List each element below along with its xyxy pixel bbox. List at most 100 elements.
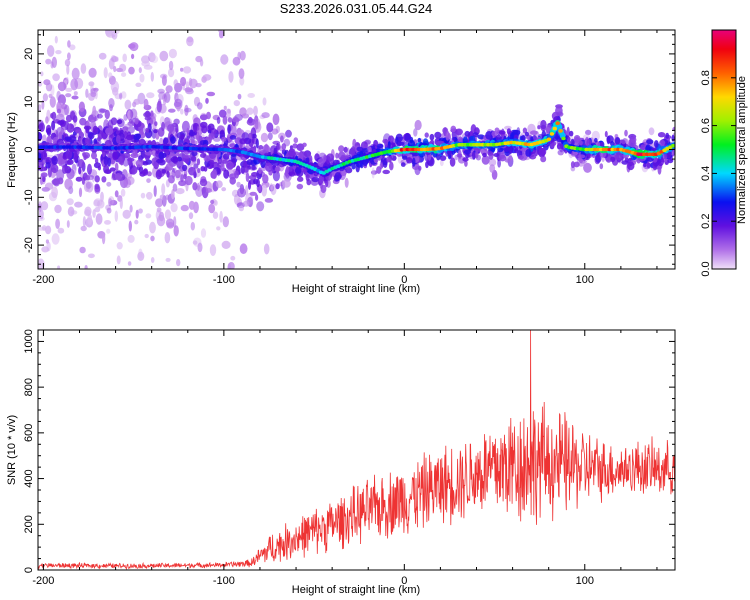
spectrogram-noise-blob (168, 48, 177, 59)
spectrogram-noise-blob (239, 50, 246, 61)
spectrogram-band-blob (51, 111, 57, 120)
spectrogram-band-blob (161, 121, 165, 132)
spectrogram-noise-blob (122, 155, 130, 167)
spectrogram-band-blob (614, 152, 623, 161)
spectrogram-band-blob (45, 157, 52, 163)
spectrogram-data (38, 8, 675, 278)
spectrogram-noise-blob (114, 210, 119, 222)
spectrogram-band-blob (88, 132, 95, 140)
spectrogram-noise-blob (173, 216, 177, 228)
spectrogram-band-blob (64, 136, 72, 141)
spectrogram-noise-blob (111, 8, 114, 16)
spectrogram-noise-blob (56, 90, 61, 101)
spectrogram-band-blob (46, 127, 52, 136)
spectrogram-noise-blob (137, 251, 145, 261)
spectrogram-band-blob (274, 166, 281, 172)
spectrogram-noise-blob (414, 119, 422, 131)
spectrogram-band-blob (221, 159, 229, 164)
spectrogram-band-blob (58, 131, 63, 141)
spectrogram-noise-blob (153, 185, 157, 198)
spectrogram-noise-blob (108, 196, 115, 205)
spectrogram-noise-blob (165, 194, 170, 200)
spectrogram-band-blob (192, 182, 198, 191)
spectrogram-noise-blob (70, 78, 79, 91)
spectrogram-noise-blob (208, 203, 216, 214)
spectrogram-noise-blob (84, 206, 92, 216)
spectrogram-x-tick-label: 0 (401, 274, 407, 286)
spectrogram-band-blob (621, 140, 626, 145)
spectrogram-band-blob (667, 158, 674, 164)
spectrogram-band-blob (472, 132, 479, 138)
spectrogram-noise-blob (648, 127, 655, 136)
spectrogram-noise-blob (180, 204, 189, 212)
spectrogram-band-blob (472, 150, 476, 160)
spectrogram-noise-blob (253, 105, 258, 116)
spectrogram-band-blob (610, 156, 616, 163)
spectrogram-noise-blob (111, 30, 118, 40)
spectrogram-band-blob (569, 130, 574, 137)
spectrogram-band-blob (57, 177, 64, 185)
spectrogram-noise-blob (591, 130, 600, 142)
spectrogram-band-blob (456, 153, 463, 158)
spectrogram-noise-blob (155, 198, 164, 208)
spectrogram-noise-blob (70, 210, 78, 215)
spectrogram-noise-blob (200, 228, 207, 238)
snr-y-tick-label: 400 (23, 469, 35, 487)
spectrogram-noise-blob (129, 108, 138, 120)
spectrogram-noise-blob (189, 78, 198, 89)
spectrogram-band-blob (83, 125, 92, 130)
colorbar-tick-label: 0.4 (700, 166, 712, 181)
spectrogram-band-blob (86, 175, 91, 181)
spectrogram-band-blob (75, 129, 83, 134)
spectrogram-noise-blob (489, 164, 496, 173)
spectrogram-noise-blob (69, 44, 76, 51)
spectrogram-band-blob (376, 166, 382, 174)
spectrogram-band-blob (84, 137, 91, 144)
spectrogram-band-blob (302, 142, 307, 147)
spectrogram-noise-blob (242, 200, 250, 207)
spectrogram-noise-blob (134, 269, 138, 278)
spectrogram-noise-blob (132, 101, 137, 108)
spectrogram-band-blob (512, 129, 521, 136)
spectrogram-band-blob (361, 148, 370, 153)
spectrogram-noise-blob (40, 201, 49, 211)
spectrogram-band-blob (477, 134, 485, 140)
snr-y-tick-label: 0 (23, 567, 35, 573)
spectrogram-noise-blob (123, 123, 131, 130)
spectrogram-noise-blob (106, 228, 111, 234)
spectrogram-band-blob (112, 151, 118, 161)
spectrogram-band-blob (521, 135, 526, 142)
spectrogram-noise-blob (52, 73, 60, 82)
spectrogram-noise-blob (180, 67, 184, 72)
spectrogram-band-blob (506, 128, 511, 135)
spectrogram-band-blob (247, 116, 253, 124)
spectrogram-noise-blob (129, 118, 133, 124)
spectrogram-noise-blob (38, 80, 43, 87)
spectrogram-noise-blob (94, 175, 100, 183)
spectrogram-ridge-core (671, 143, 675, 148)
spectrogram-noise-blob (55, 218, 60, 229)
spectrogram-noise-blob (127, 234, 135, 243)
spectrogram-band-blob (221, 136, 227, 142)
spectrogram-noise-blob (216, 116, 221, 124)
spectrogram-band-blob (640, 144, 646, 151)
spectrogram-band-blob (92, 125, 99, 134)
spectrogram-noise-blob (64, 178, 73, 190)
spectrogram-noise-blob (282, 179, 291, 188)
spectrogram-noise-blob (267, 132, 273, 141)
spectrogram-band-blob (396, 141, 405, 146)
spectrogram-band-blob (273, 147, 278, 156)
spectrogram-band-blob (305, 174, 310, 182)
spectrogram-band-blob (105, 127, 114, 136)
spectrogram-band-blob (71, 95, 79, 100)
spectrogram-band-blob (386, 156, 390, 163)
spectrogram-noise-blob (127, 261, 132, 266)
spectrogram-band-blob (239, 138, 247, 145)
spectrogram-noise-blob (99, 108, 107, 113)
spectrogram-noise-blob (197, 102, 203, 110)
spectrogram-noise-blob (150, 257, 155, 263)
spectrogram-band-blob (657, 165, 662, 175)
spectrogram-noise-blob (112, 86, 119, 96)
spectrogram-noise-blob (218, 30, 222, 33)
